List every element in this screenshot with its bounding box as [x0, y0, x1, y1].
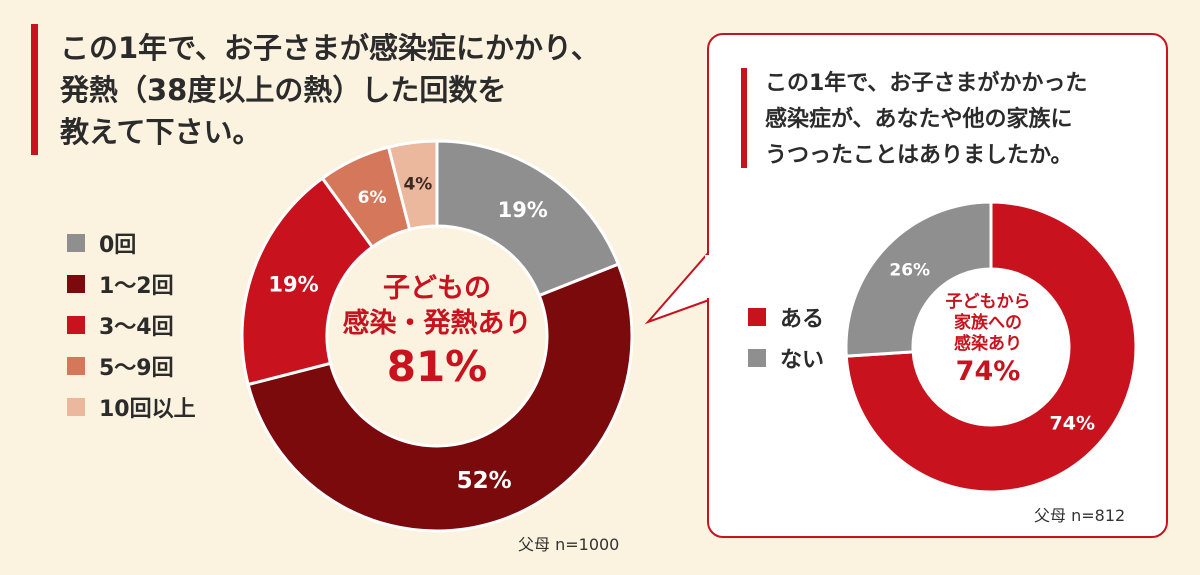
legend: 0回 1〜2回 3〜4回 5〜9回 10回以上 — [67, 222, 196, 427]
question-line: 感染症が、あなたや他の家族に — [765, 107, 1073, 132]
question-line: うつったことはありましたか。 — [765, 143, 1073, 168]
legend-label: 3〜4回 — [99, 314, 174, 340]
legend-label: 5〜9回 — [99, 355, 174, 381]
legend-item: ない — [748, 337, 824, 378]
sample-size: 父母 n=812 — [1034, 506, 1126, 525]
question-marker — [31, 24, 38, 155]
slice-label: 26% — [889, 261, 930, 281]
center-label-line: 感染・発熱あり — [342, 308, 532, 339]
legend-swatch — [67, 356, 85, 375]
question-line: この1年で、お子さまが感染症にかかり、 — [60, 31, 600, 65]
legend-swatch — [67, 315, 85, 334]
slice-label: 74% — [1050, 412, 1095, 434]
legend-label: ない — [780, 347, 825, 373]
slice-label: 52% — [457, 468, 512, 494]
legend-swatch — [67, 233, 85, 252]
legend-label: 0回 — [99, 232, 137, 258]
slice-label: 19% — [268, 272, 318, 296]
legend-item: 3〜4回 — [67, 304, 196, 345]
legend-item: ある — [748, 296, 824, 337]
donut-slice — [844, 200, 993, 358]
donut-slice — [844, 200, 1138, 494]
question-title: この1年で、お子さまが感染症にかかり、 発熱（38度以上の熱）した回数を 教えて… — [60, 27, 600, 153]
center-value: 74% — [955, 356, 1021, 387]
legend-label: 10回以上 — [99, 396, 196, 422]
legend-swatch — [67, 397, 85, 416]
donut-slice — [240, 176, 375, 387]
donut-slice — [435, 139, 621, 298]
center-value: 81% — [386, 342, 488, 391]
legend-item: 0回 — [67, 222, 196, 263]
center-label-line: 家族への — [954, 313, 1022, 333]
question-marker — [741, 68, 747, 168]
donut-center-label: 子どもの 感染・発熱あり 81% — [337, 272, 537, 392]
center-label-line: 子どもの — [383, 273, 491, 304]
legend: ある ない — [748, 296, 824, 378]
question-line: 教えて下さい。 — [60, 115, 262, 149]
sample-size: 父母 n=1000 — [518, 535, 620, 554]
question-line: 発熱（38度以上の熱）した回数を — [60, 73, 507, 107]
legend-label: ある — [780, 306, 825, 332]
slice-label: 6% — [358, 188, 387, 208]
legend-swatch — [748, 307, 766, 326]
donut-slice — [246, 262, 634, 533]
legend-swatch — [67, 274, 85, 293]
legend-item: 5〜9回 — [67, 345, 196, 386]
donut-center-label: 子どもから 家族への 感染あり 74% — [913, 292, 1063, 389]
center-label-line: 子どもから — [945, 292, 1031, 312]
question-line: この1年で、お子さまがかかった — [765, 71, 1088, 96]
legend-item: 10回以上 — [67, 386, 196, 427]
slice-label: 19% — [498, 198, 548, 222]
legend-label: 1〜2回 — [99, 273, 174, 299]
legend-item: 1〜2回 — [67, 263, 196, 304]
question-title: この1年で、お子さまがかかった 感染症が、あなたや他の家族に うつったことはあり… — [765, 66, 1087, 174]
legend-swatch — [748, 348, 766, 367]
slice-label: 4% — [403, 175, 432, 195]
donut-slice — [386, 139, 439, 232]
center-label-line: 感染あり — [954, 334, 1022, 354]
